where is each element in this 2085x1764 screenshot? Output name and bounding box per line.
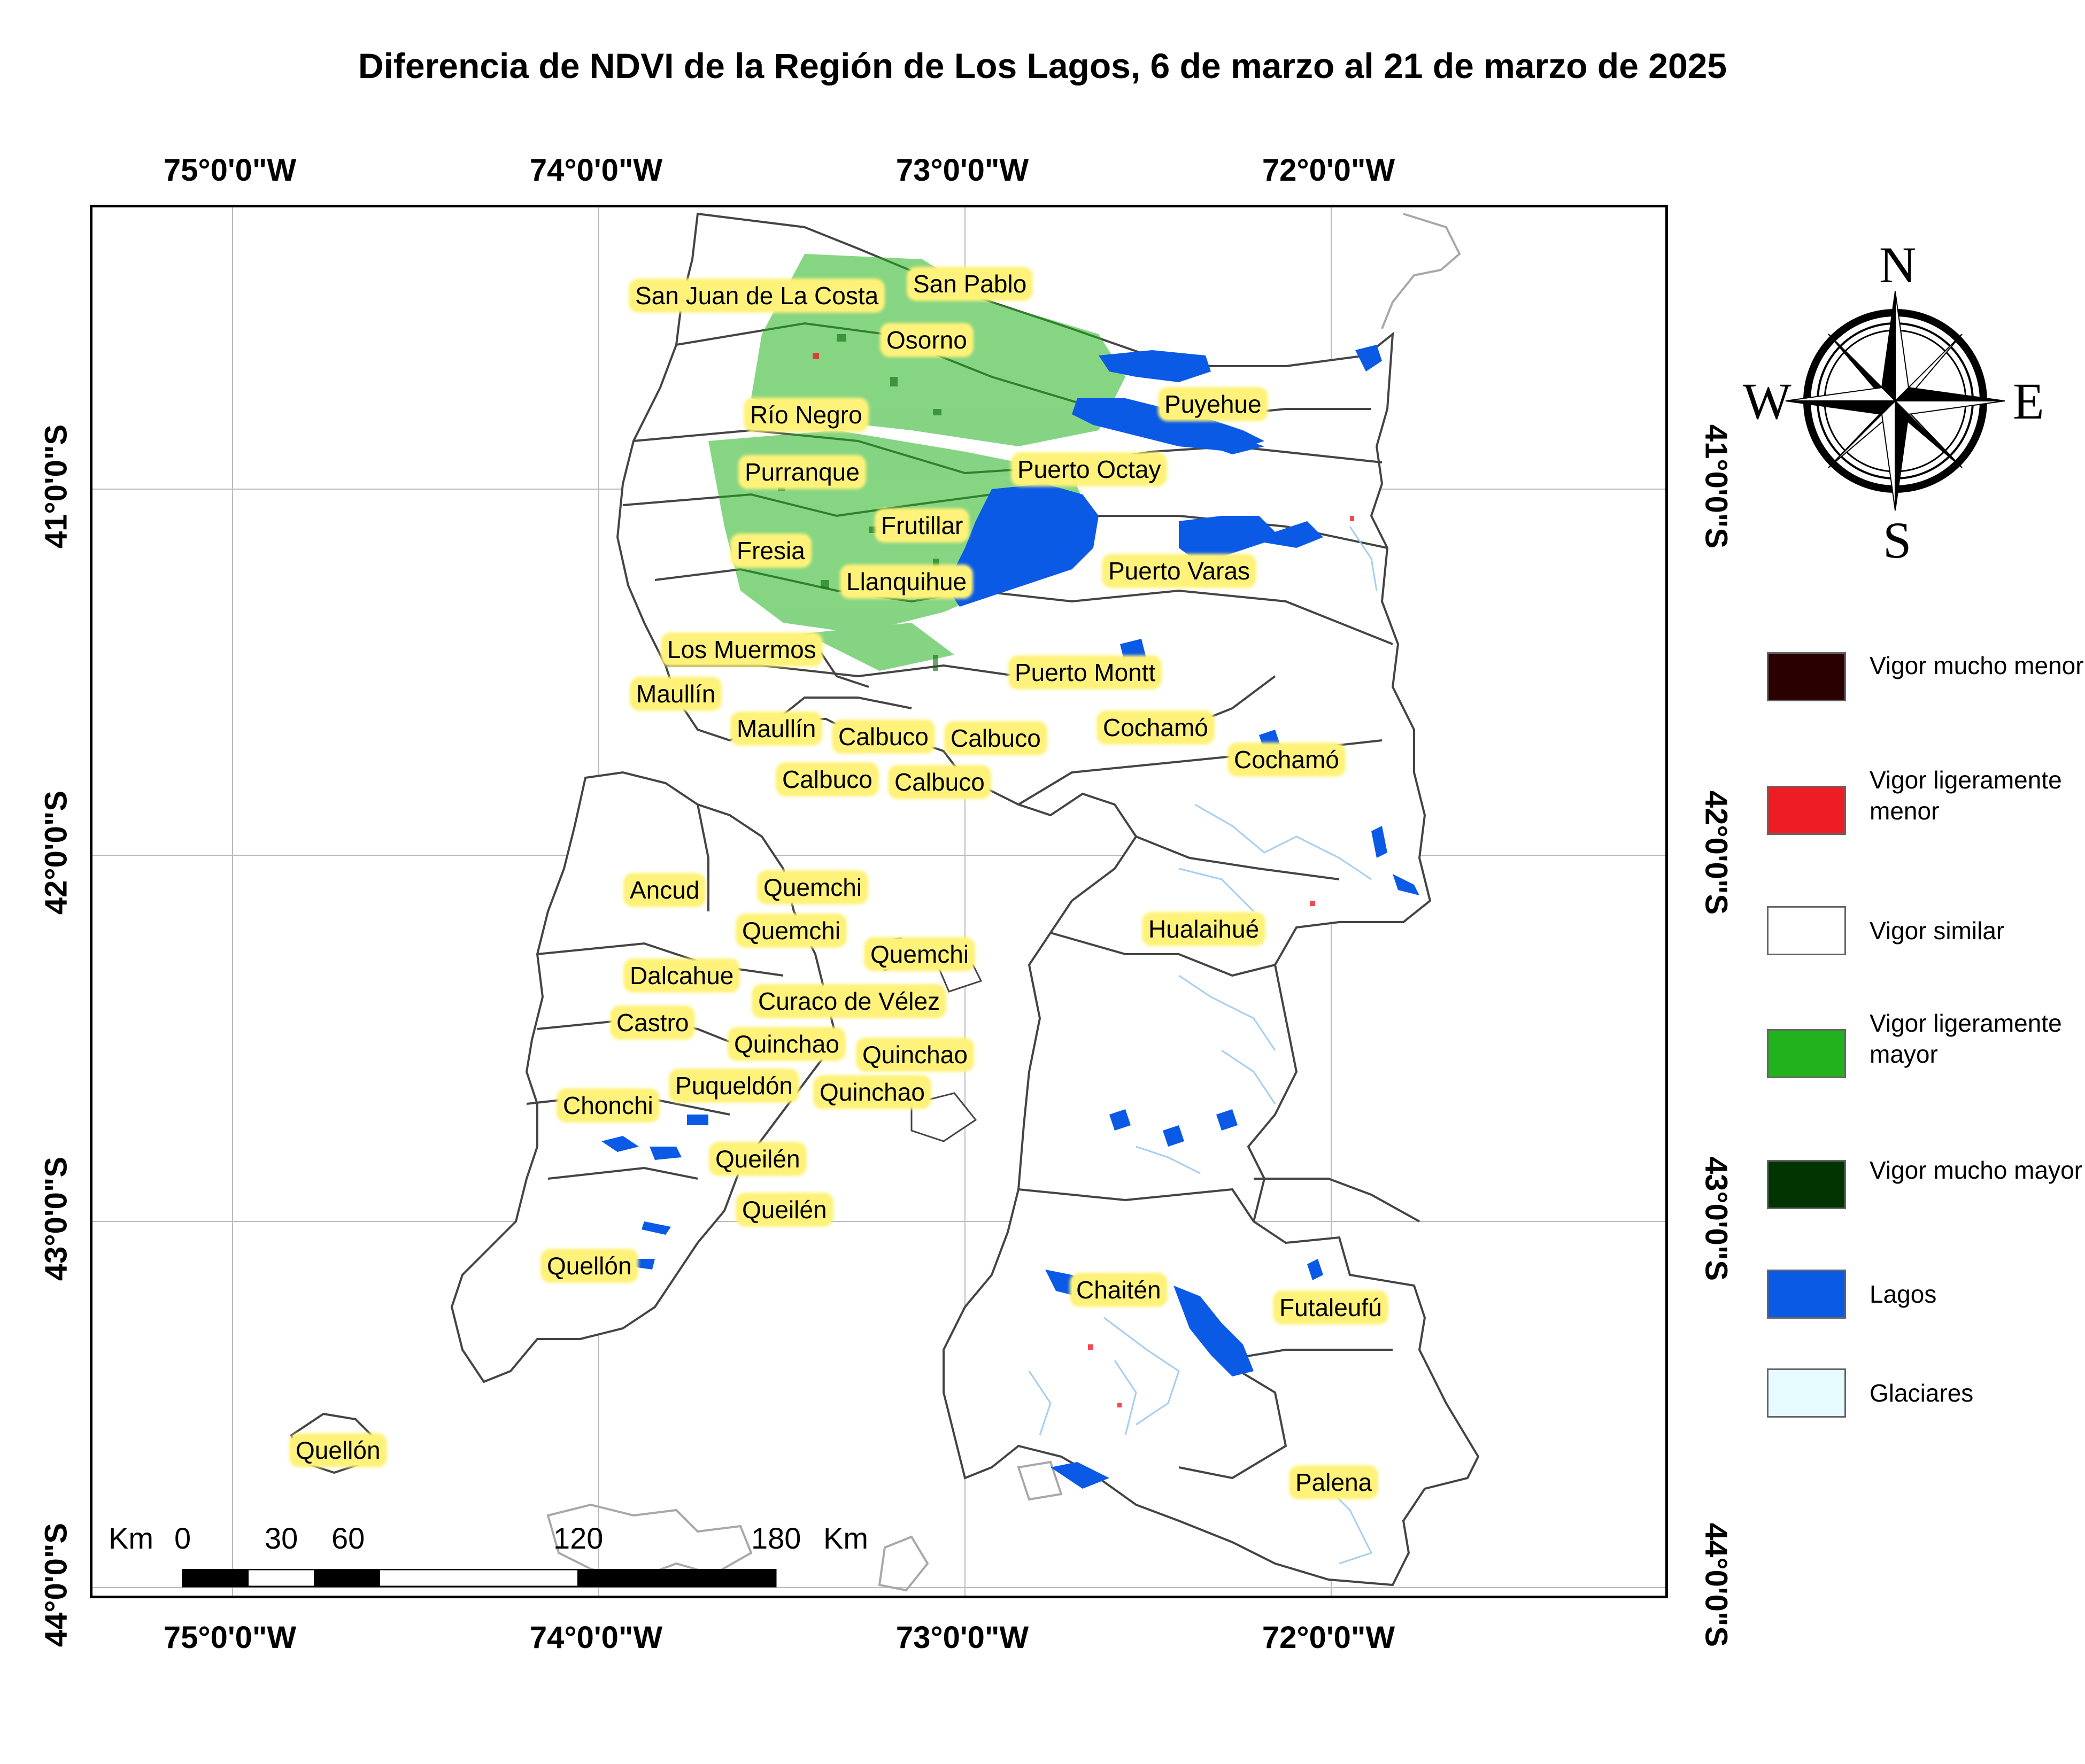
place-label: Maullín (732, 714, 821, 744)
lat-label-right-41: 41°0'0"S (1698, 424, 1734, 549)
place-label: Ancud (626, 875, 704, 905)
scale-tick-60: 60 (331, 1521, 365, 1555)
lat-label-right-44: 44°0'0"S (1698, 1522, 1734, 1647)
place-label: Dalcahue (626, 961, 738, 991)
place-label: Castro (612, 1008, 693, 1038)
scale-tick-0: 0 (174, 1521, 191, 1555)
lon-label-bottom-73: 73°0'0"W (895, 1620, 1029, 1655)
lon-label-bottom-75: 75°0'0"W (163, 1620, 297, 1655)
place-label: Hualaihué (1144, 914, 1264, 944)
place-label: Queilén (711, 1144, 805, 1174)
scale-unit-left: Km (109, 1521, 153, 1555)
legend-label: Vigor ligeramente menor (1870, 766, 2062, 825)
place-label: Palena (1291, 1467, 1377, 1497)
map-title: Diferencia de NDVI de la Región de Los L… (358, 46, 1727, 86)
place-label: Chaitén (1072, 1275, 1165, 1305)
scale-unit-right: Km (823, 1521, 868, 1555)
place-label: Río Negro (746, 400, 867, 430)
lat-label-left-42: 42°0'0"S (38, 790, 74, 915)
legend-swatch (1767, 786, 1846, 835)
legend-swatch (1767, 1270, 1846, 1319)
place-label: Quinchao (815, 1077, 929, 1107)
place-label: Llanquihue (842, 567, 971, 597)
place-label: San Juan de La Costa (631, 281, 883, 311)
scale-bar-graphic (182, 1569, 777, 1588)
place-label: Calbuco (946, 723, 1045, 753)
legend-swatch (1767, 1368, 1846, 1418)
legend-swatch (1767, 1160, 1846, 1209)
place-label: Osorno (882, 325, 971, 355)
legend-label: Vigor similar (1870, 917, 2005, 945)
legend-swatch (1767, 906, 1846, 955)
map-frame (90, 205, 1668, 1598)
legend-label: Glaciares (1870, 1379, 1974, 1407)
legend-swatch (1767, 1029, 1846, 1078)
compass-rose: N S E W (1732, 236, 2053, 569)
place-label: Quellón (291, 1435, 385, 1465)
place-label: Frutillar (877, 510, 968, 540)
place-label: Chonchi (559, 1090, 658, 1120)
lat-label-right-42: 42°0'0"S (1698, 790, 1734, 915)
glaciers (1028, 526, 1378, 1565)
lat-label-right-43: 43°0'0"S (1698, 1156, 1734, 1281)
scale-tick-180: 180 (751, 1521, 801, 1555)
lat-label-left-43: 43°0'0"S (38, 1156, 74, 1281)
vegetation-speckle (778, 334, 941, 671)
lon-label-top-75: 75°0'0"W (163, 153, 297, 188)
place-label: Purranque (740, 457, 864, 487)
legend-label: Vigor mucho mayor (1870, 1156, 2082, 1184)
lon-label-top-72: 72°0'0"W (1262, 153, 1395, 188)
lat-label-left-44: 44°0'0"S (38, 1522, 74, 1647)
compass-n: N (1879, 236, 1917, 293)
compass-w: W (1743, 373, 1791, 430)
place-label: Calbuco (778, 764, 877, 794)
place-label: Quinchao (730, 1029, 844, 1059)
place-label: Fresia (732, 536, 809, 566)
legend-label: Vigor mucho menor (1870, 652, 2084, 679)
place-label: Maullín (632, 679, 720, 709)
scale-tick-120: 120 (553, 1521, 604, 1555)
legend-label: Vigor ligeramente mayor (1870, 1009, 2062, 1068)
place-label: Cochamó (1099, 713, 1213, 742)
place-label: San Pablo (909, 269, 1031, 299)
place-label: Quemchi (866, 939, 974, 969)
place-label: Puyehue (1160, 389, 1266, 419)
lat-label-left-41: 41°0'0"S (38, 424, 74, 549)
place-label: Puerto Varas (1104, 556, 1255, 586)
compass-e: E (2013, 373, 2044, 430)
place-label: Quemchi (738, 916, 845, 946)
place-label: Quinchao (858, 1040, 972, 1070)
place-label: Queilén (738, 1195, 831, 1225)
place-label: Calbuco (834, 722, 933, 752)
lon-label-top-73: 73°0'0"W (895, 153, 1029, 188)
place-label: Calbuco (890, 767, 989, 797)
lon-label-bottom-72: 72°0'0"W (1262, 1620, 1395, 1655)
place-label: Futaleufú (1275, 1293, 1386, 1322)
legend-label: Lagos (1870, 1280, 1937, 1308)
lon-label-bottom-74: 74°0'0"W (529, 1620, 663, 1655)
scale-tick-30: 30 (265, 1521, 298, 1555)
neighbor-outline (1381, 213, 1461, 329)
place-label: Quemchi (759, 872, 867, 902)
place-label: Cochamó (1230, 745, 1343, 775)
compass-s: S (1883, 512, 1912, 569)
lakes (601, 345, 1419, 1489)
place-label: Puqueldón (671, 1071, 797, 1101)
place-label: Los Muermos (663, 635, 821, 664)
decline-speckle (813, 353, 1354, 1407)
place-label: Puerto Octay (1013, 454, 1165, 484)
legend-swatch (1767, 652, 1846, 701)
place-label: Quellón (543, 1251, 636, 1281)
lon-label-top-74: 74°0'0"W (529, 153, 663, 188)
place-label: Puerto Montt (1010, 657, 1160, 687)
compass-rose-icon (1785, 291, 2005, 511)
map-canvas[interactable] (92, 207, 1665, 1596)
place-label: Curaco de Vélez (754, 986, 945, 1016)
